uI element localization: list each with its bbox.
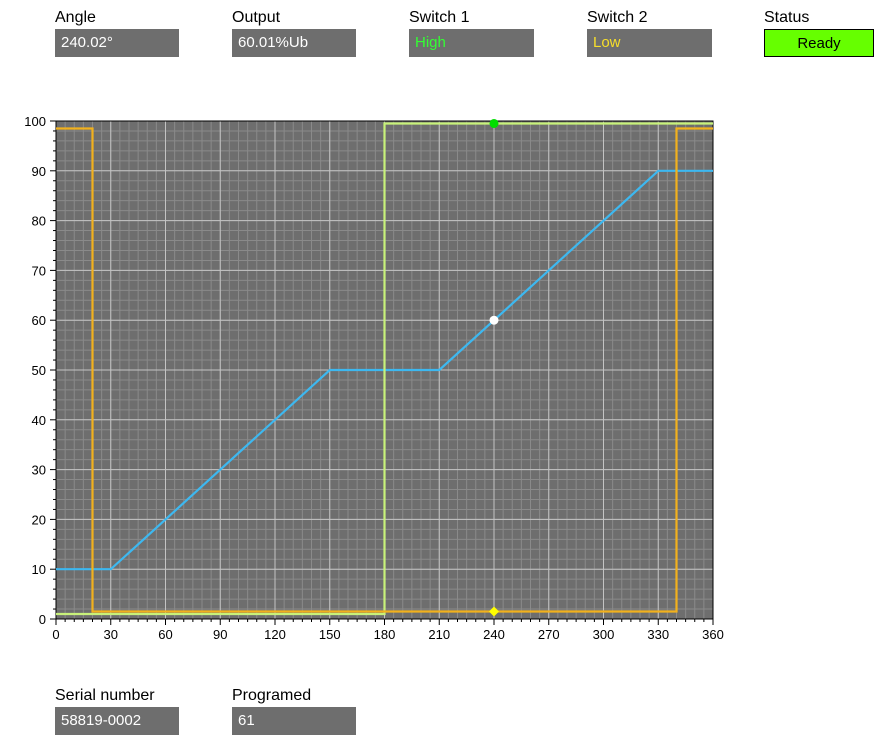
angle-label: Angle [55,9,96,26]
x-tick-label: 60 [158,627,172,642]
switch1-cursor-marker [489,118,499,128]
y-tick-label: 10 [32,562,46,577]
programmed-value: 61 [232,707,356,735]
switch2-readout: Switch 2 Low [587,9,712,57]
output-value: 60.01%Ub [232,29,356,57]
x-tick-label: 360 [702,627,724,642]
y-tick-label: 40 [32,413,46,428]
switch2-cursor-marker [489,606,499,617]
switch2-curve [56,127,713,613]
x-tick-label: 180 [374,627,396,642]
x-tick-label: 300 [593,627,615,642]
x-tick-label: 270 [538,627,560,642]
output-cursor-marker [489,315,499,325]
x-tick-label: 150 [319,627,341,642]
x-tick-label: 0 [52,627,59,642]
x-tick-label: 240 [483,627,505,642]
switch1-label: Switch 1 [409,9,470,26]
serial-number-label: Serial number [55,687,155,704]
output-label: Output [232,9,281,26]
switch2-value: Low [587,29,712,57]
programmed-readout: Programed 61 [232,687,356,735]
serial-number-value: 58819-0002 [55,707,179,735]
x-tick-label: 210 [428,627,450,642]
y-tick-label: 90 [32,164,46,179]
y-tick-label: 70 [32,263,46,278]
output-readout: Output 60.01%Ub [232,9,356,57]
y-tick-label: 60 [32,313,46,328]
switch1-readout: Switch 1 High [409,9,534,57]
y-tick-label: 0 [39,612,46,627]
y-tick-label: 30 [32,463,46,478]
y-tick-label: 50 [32,363,46,378]
x-tick-label: 30 [104,627,118,642]
angle-readout: Angle 240.02° [55,9,179,57]
status-label: Status [764,9,810,26]
y-tick-label: 100 [24,114,46,129]
switch1-value: High [409,29,534,57]
angle-value: 240.02° [55,29,179,57]
y-tick-label: 20 [32,512,46,527]
x-tick-label: 90 [213,627,227,642]
x-tick-label: 120 [264,627,286,642]
serial-number-readout: Serial number 58819-0002 [55,687,179,735]
switch1-curve [56,122,713,616]
y-tick-label: 80 [32,214,46,229]
status-badge: Ready [764,29,874,57]
programmed-label: Programed [232,687,312,704]
switch2-label: Switch 2 [587,9,648,26]
x-tick-label: 330 [647,627,669,642]
status-readout: Status Ready [764,9,874,57]
